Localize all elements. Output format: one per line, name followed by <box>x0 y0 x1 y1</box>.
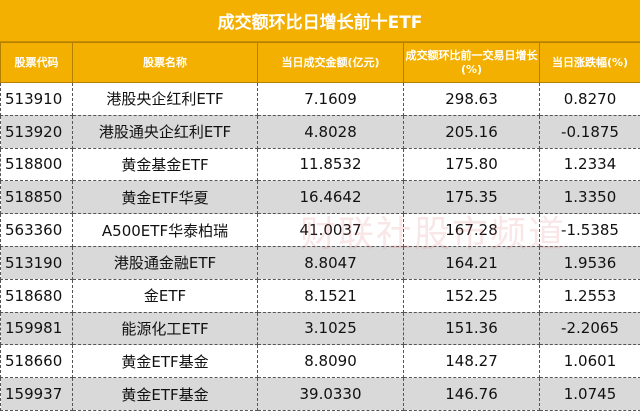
cell-name: 港股通央企红利ETF <box>73 115 258 148</box>
cell-growth: 175.80 <box>404 148 540 181</box>
cell-change: 1.3350 <box>540 181 640 214</box>
cell-change: 1.9536 <box>540 246 640 279</box>
cell-growth: 164.21 <box>404 246 540 279</box>
cell-change: 1.0601 <box>540 345 640 378</box>
cell-growth: 175.35 <box>404 181 540 214</box>
cell-growth: 151.36 <box>404 312 540 345</box>
cell-growth: 146.76 <box>404 378 540 411</box>
cell-turnover: 4.8028 <box>258 115 404 148</box>
table-title: 成交额环比日增长前十ETF <box>0 0 640 42</box>
cell-code: 518680 <box>1 279 73 312</box>
cell-code: 518800 <box>1 148 73 181</box>
cell-name: 黄金ETF基金 <box>73 345 258 378</box>
cell-growth: 167.28 <box>404 214 540 247</box>
cell-turnover: 16.4642 <box>258 181 404 214</box>
cell-name: 能源化工ETF <box>73 312 258 345</box>
cell-code: 518660 <box>1 345 73 378</box>
cell-growth: 148.27 <box>404 345 540 378</box>
cell-change: 1.2553 <box>540 279 640 312</box>
cell-name: 黄金基金ETF <box>73 148 258 181</box>
cell-name: 金ETF <box>73 279 258 312</box>
etf-table: 股票代码 股票名称 当日成交金额(亿元) 成交额环比前一交易日增长(%) 当日涨… <box>0 42 640 411</box>
cell-growth: 298.63 <box>404 83 540 116</box>
cell-growth: 205.16 <box>404 115 540 148</box>
header-change: 当日涨跌幅(%) <box>540 43 640 83</box>
cell-change: -2.2065 <box>540 312 640 345</box>
cell-change: 0.8270 <box>540 83 640 116</box>
cell-code: 563360 <box>1 214 73 247</box>
cell-turnover: 7.1609 <box>258 83 404 116</box>
cell-code: 513190 <box>1 246 73 279</box>
cell-code: 159937 <box>1 378 73 411</box>
cell-turnover: 8.8090 <box>258 345 404 378</box>
cell-change: -0.1875 <box>540 115 640 148</box>
cell-change: 1.2334 <box>540 148 640 181</box>
cell-growth: 152.25 <box>404 279 540 312</box>
header-code: 股票代码 <box>1 43 73 83</box>
cell-name: 港股通金融ETF <box>73 246 258 279</box>
cell-name: 黄金ETF基金 <box>73 378 258 411</box>
cell-name: A500ETF华泰柏瑞 <box>73 214 258 247</box>
cell-code: 518850 <box>1 181 73 214</box>
header-growth: 成交额环比前一交易日增长(%) <box>404 43 540 83</box>
cell-turnover: 3.1025 <box>258 312 404 345</box>
header-turnover: 当日成交金额(亿元) <box>258 43 404 83</box>
cell-turnover: 41.0037 <box>258 214 404 247</box>
cell-turnover: 11.8532 <box>258 148 404 181</box>
cell-code: 513910 <box>1 83 73 116</box>
cell-name: 黄金ETF华夏 <box>73 181 258 214</box>
header-row: 股票代码 股票名称 当日成交金额(亿元) 成交额环比前一交易日增长(%) 当日涨… <box>1 43 640 83</box>
cell-name: 港股央企红利ETF <box>73 83 258 116</box>
header-name: 股票名称 <box>73 43 258 83</box>
cell-turnover: 39.0330 <box>258 378 404 411</box>
cell-change: 1.0745 <box>540 378 640 411</box>
cell-turnover: 8.1521 <box>258 279 404 312</box>
cell-code: 513920 <box>1 115 73 148</box>
cell-code: 159981 <box>1 312 73 345</box>
cell-turnover: 8.8047 <box>258 246 404 279</box>
cell-change: -1.5385 <box>540 214 640 247</box>
